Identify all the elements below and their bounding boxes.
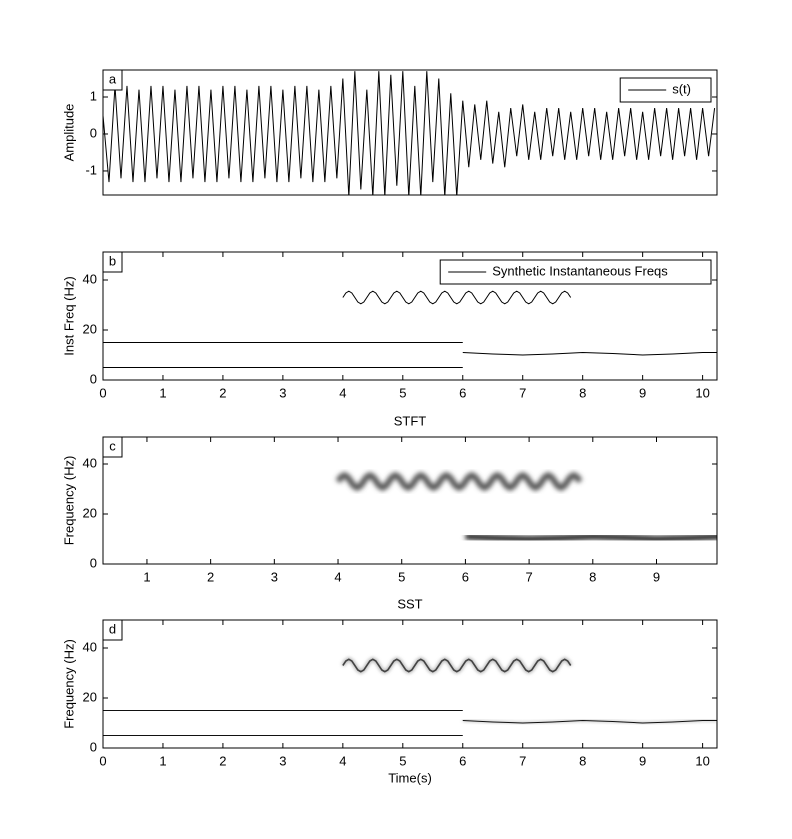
- panel-label: b: [109, 253, 116, 268]
- ridge: [335, 471, 583, 492]
- x-tick-label: 4: [339, 753, 346, 768]
- data-line: [462, 351, 717, 356]
- x-tick-label: 5: [399, 753, 406, 768]
- x-tick-label: 8: [589, 569, 596, 584]
- y-tick-label: 0: [90, 125, 97, 140]
- ridge: [462, 719, 717, 724]
- axes-frame: [102, 251, 718, 381]
- y-tick-label: 1: [90, 88, 97, 103]
- x-axis-label: Time(s): [388, 770, 432, 785]
- x-tick-label: 8: [579, 753, 586, 768]
- x-tick-label: 4: [334, 569, 341, 584]
- y-tick-label: 40: [83, 271, 97, 286]
- data-line: [103, 71, 716, 195]
- panel-label: c: [109, 438, 116, 453]
- x-tick-label: 1: [143, 569, 150, 584]
- x-tick-label: 6: [459, 753, 466, 768]
- plot-area: [103, 437, 717, 564]
- legend-label: Synthetic Instantaneous Freqs: [492, 263, 668, 278]
- x-tick-label: 10: [695, 385, 709, 400]
- ridge: [342, 658, 572, 673]
- x-tick-label: 2: [219, 385, 226, 400]
- x-tick-label: 7: [519, 385, 526, 400]
- x-tick-label: 3: [279, 753, 286, 768]
- plot-group: [103, 290, 717, 368]
- panel-label-box: [102, 251, 123, 273]
- y-tick-label: -1: [85, 162, 97, 177]
- x-tick-label: 9: [639, 753, 646, 768]
- panel-title: SST: [397, 596, 422, 611]
- x-tick-label: 2: [207, 569, 214, 584]
- x-tick-label: 5: [398, 569, 405, 584]
- y-axis-label: Inst Freq (Hz): [61, 276, 76, 355]
- y-tick-label: 40: [83, 639, 97, 654]
- x-tick-label: 9: [653, 569, 660, 584]
- y-axis-label: Frequency (Hz): [61, 639, 76, 729]
- x-tick-label: 10: [695, 753, 709, 768]
- panel-label-box: [102, 436, 123, 458]
- plot-group: [103, 656, 717, 737]
- panel-label-box: [102, 619, 123, 641]
- y-axis-label: Frequency (Hz): [61, 456, 76, 546]
- panel-label: d: [109, 621, 116, 636]
- x-tick-label: 7: [519, 753, 526, 768]
- x-tick-label: 0: [99, 753, 106, 768]
- x-tick-label: 0: [99, 385, 106, 400]
- x-tick-label: 1: [159, 753, 166, 768]
- y-tick-label: 20: [83, 505, 97, 520]
- x-tick-label: 3: [271, 569, 278, 584]
- axes-frame: [102, 69, 718, 196]
- x-tick-label: 2: [219, 753, 226, 768]
- y-tick-label: 40: [83, 455, 97, 470]
- data-line: [342, 290, 572, 305]
- panel-label: a: [109, 71, 117, 86]
- plot-group: [103, 471, 717, 555]
- x-tick-label: 6: [462, 569, 469, 584]
- x-tick-label: 8: [579, 385, 586, 400]
- x-tick-label: 1: [159, 385, 166, 400]
- legend-label: s(t): [672, 81, 691, 96]
- y-axis-label: Amplitude: [61, 104, 76, 162]
- y-tick-label: 0: [90, 555, 97, 570]
- plot-group: [103, 71, 716, 195]
- ridge: [465, 533, 717, 543]
- x-tick-label: 6: [459, 385, 466, 400]
- y-tick-label: 20: [83, 321, 97, 336]
- axes-frame: [102, 619, 718, 749]
- y-tick-label: 20: [83, 689, 97, 704]
- axes-frame: [102, 436, 718, 565]
- panel-label-box: [102, 69, 123, 91]
- plot-area: [103, 620, 717, 748]
- x-tick-label: 9: [639, 385, 646, 400]
- x-tick-label: 5: [399, 385, 406, 400]
- x-tick-label: 4: [339, 385, 346, 400]
- x-tick-label: 3: [279, 385, 286, 400]
- x-tick-label: 7: [525, 569, 532, 584]
- y-tick-label: 0: [90, 371, 97, 386]
- y-tick-label: 0: [90, 739, 97, 754]
- panel-title: STFT: [394, 413, 427, 428]
